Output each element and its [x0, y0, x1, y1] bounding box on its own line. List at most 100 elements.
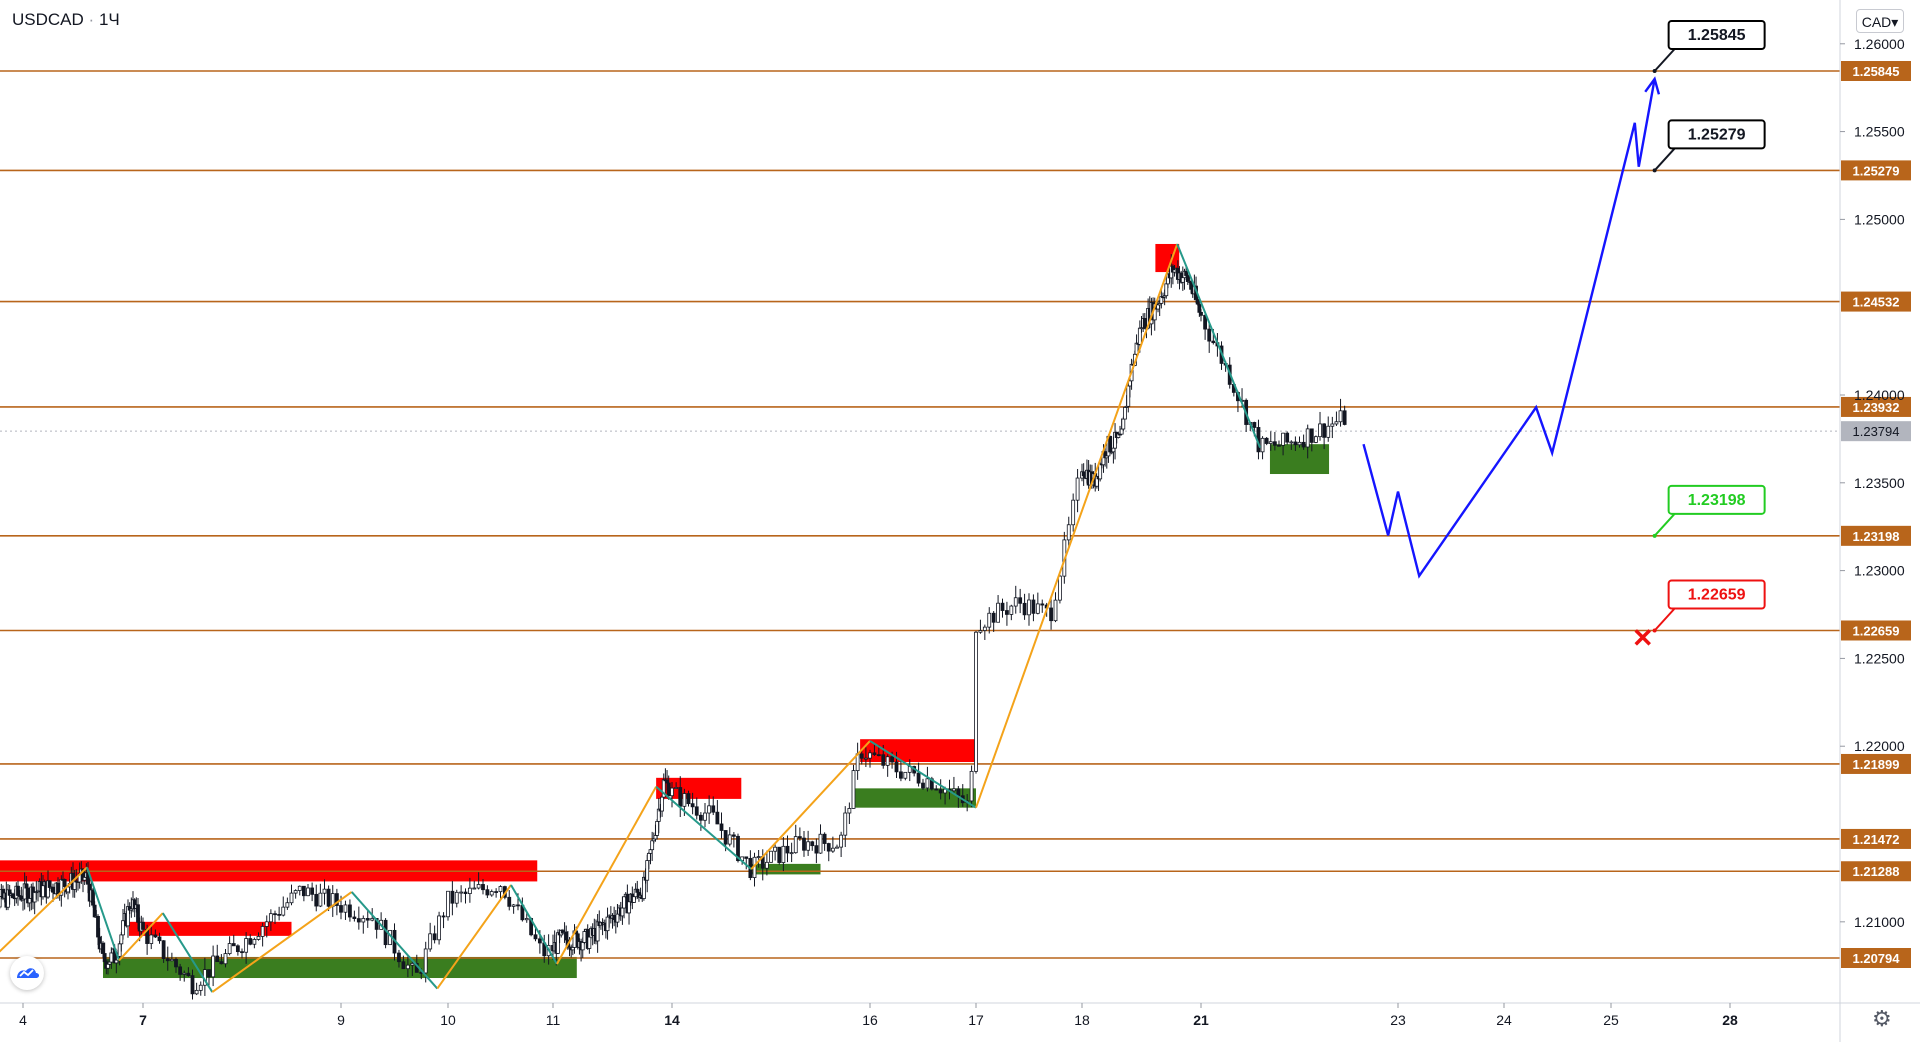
price-axis[interactable]: 1.26000 1.25500 1.25000 1.24000 1.23500 1.230…: [1839, 0, 1905, 1042]
candle-body: [987, 612, 992, 628]
price-tick-label: 1.22500: [1854, 650, 1905, 666]
candle-body: [182, 972, 187, 975]
candle-body: [1108, 435, 1112, 453]
callout-pointer: [1653, 48, 1676, 72]
candle: [428, 922, 433, 952]
candle: [748, 850, 753, 881]
gear-icon[interactable]: ⚙: [1872, 1006, 1892, 1031]
candle: [352, 910, 357, 922]
candle-body: [1053, 599, 1058, 622]
candle-body: [194, 989, 199, 995]
candle-body: [615, 913, 620, 923]
candle: [752, 852, 757, 887]
candle-body: [1305, 428, 1310, 448]
candle-body: [564, 931, 569, 941]
candle-body: [1197, 303, 1202, 313]
candle: [141, 917, 145, 931]
candle: [405, 956, 410, 978]
callout-target: 1.25845: [1652, 20, 1766, 73]
candle: [843, 806, 848, 847]
candle-body: [982, 626, 987, 631]
candle: [715, 800, 720, 825]
candle: [996, 595, 1000, 623]
time-axis[interactable]: 4 7 9 10 11 14 16 17 18 21 23 24 25 28: [0, 1002, 1920, 1028]
candle-body: [102, 953, 107, 963]
candle-body: [1334, 421, 1339, 425]
candle-body: [1022, 602, 1027, 616]
candle: [285, 897, 290, 910]
candle-body: [1126, 385, 1131, 407]
current-price-label: 1.23794: [1853, 424, 1900, 439]
candle-body: [1322, 423, 1327, 438]
candle-body: [1018, 597, 1023, 604]
candle-body: [32, 892, 37, 903]
candle-body: [899, 771, 903, 779]
candle-body: [92, 904, 97, 918]
candle: [256, 932, 261, 941]
candle-body: [744, 856, 749, 859]
tradingview-cloud-icon[interactable]: [10, 956, 44, 990]
candle-body: [1009, 605, 1014, 615]
candle: [1075, 469, 1080, 513]
zigzag-segment: [350, 891, 439, 990]
time-tick-label: 10: [440, 1012, 456, 1028]
candle-body: [773, 846, 778, 852]
candle: [161, 940, 166, 963]
candle-body: [956, 788, 961, 797]
candle-body: [352, 916, 357, 920]
zigzag-segment: [975, 243, 1179, 809]
candle: [450, 881, 455, 916]
candle: [322, 879, 327, 905]
candle-body: [82, 876, 87, 881]
candle: [642, 871, 646, 901]
candle-body: [674, 787, 679, 789]
candle-body: [1330, 423, 1335, 427]
candle: [793, 824, 798, 854]
candle-body: [507, 896, 512, 907]
candle: [472, 880, 477, 890]
candle-body: [119, 934, 124, 945]
candle-body: [1297, 441, 1302, 446]
candle-body: [476, 884, 481, 889]
candle-body: [485, 889, 490, 896]
candle: [814, 838, 819, 864]
candle: [268, 909, 273, 931]
candle: [169, 952, 174, 962]
time-tick-label: 17: [968, 1012, 984, 1028]
level-badge: [1841, 61, 1911, 81]
candle-body: [1123, 406, 1127, 420]
currency-selector[interactable]: CAD▾: [1856, 9, 1904, 33]
candle: [1058, 574, 1062, 604]
candle-body: [401, 961, 406, 970]
candle: [277, 906, 282, 921]
candle-body: [240, 951, 244, 954]
candle-body: [96, 915, 100, 938]
candle-body: [863, 757, 868, 760]
candle-body: [769, 850, 773, 863]
interval-label: 1Ч: [98, 10, 120, 29]
candle-body: [868, 752, 872, 759]
candle-body: [397, 952, 401, 963]
candle-body: [648, 849, 653, 854]
candle-body: [1111, 447, 1116, 453]
candle: [454, 889, 459, 908]
candle-body: [1075, 477, 1080, 501]
candle: [227, 936, 232, 956]
time-tick-label: 23: [1390, 1012, 1406, 1028]
candle-body: [650, 840, 655, 851]
candle: [1322, 423, 1327, 450]
candle-body: [660, 796, 664, 812]
candle: [1066, 516, 1071, 547]
candle: [868, 749, 872, 768]
candle-body: [343, 904, 348, 913]
candle-body: [423, 948, 428, 974]
candle-body: [289, 892, 294, 904]
candle: [489, 889, 494, 897]
candle: [1049, 598, 1053, 630]
candles: [0, 254, 1347, 1000]
candle-body: [16, 885, 20, 896]
candle: [1334, 411, 1339, 427]
candle: [916, 762, 921, 787]
symbol-title[interactable]: USDCAD · 1Ч: [12, 10, 120, 30]
